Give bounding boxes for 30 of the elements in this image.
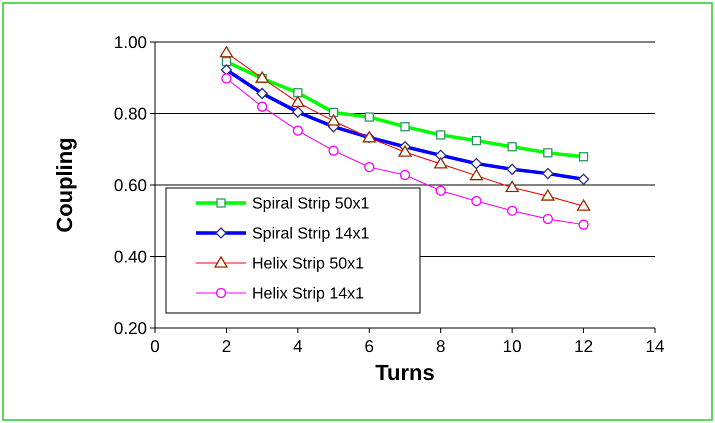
point xyxy=(328,146,339,156)
point xyxy=(436,186,446,196)
y-tick-label: 0.60 xyxy=(114,176,147,195)
point xyxy=(578,220,589,230)
x-tick-label: 0 xyxy=(150,337,160,356)
y-tick-label: 0.80 xyxy=(114,104,147,124)
x-tick-label: 6 xyxy=(364,337,374,356)
y-tick-label: 0.40 xyxy=(114,247,147,266)
y-tick-label: 0.20 xyxy=(114,318,147,338)
legend-label: Spiral Strip 14x1 xyxy=(252,226,370,243)
x-tick-label: 10 xyxy=(502,337,522,356)
x-tick-label: 14 xyxy=(646,337,664,356)
x-tick-label: 4 xyxy=(293,337,303,356)
point xyxy=(400,170,410,180)
point xyxy=(542,214,554,224)
x-axis-title: Turns xyxy=(375,360,435,385)
x-tick-label: 8 xyxy=(436,337,446,356)
point xyxy=(471,196,482,206)
legend-label: Spiral Strip 50x1 xyxy=(252,196,370,213)
y-tick-label: 1.00 xyxy=(114,32,147,52)
x-tick-label: 12 xyxy=(574,337,594,356)
legend-label: Helix Strip 50x1 xyxy=(252,256,364,273)
x-tick-label: 2 xyxy=(222,337,232,356)
point xyxy=(292,126,304,136)
point xyxy=(506,206,518,216)
point xyxy=(364,162,374,172)
legend-label: Helix Strip 14x1 xyxy=(252,286,364,303)
point xyxy=(221,73,232,84)
y-axis-title: Coupling xyxy=(52,137,77,233)
point xyxy=(256,102,268,112)
